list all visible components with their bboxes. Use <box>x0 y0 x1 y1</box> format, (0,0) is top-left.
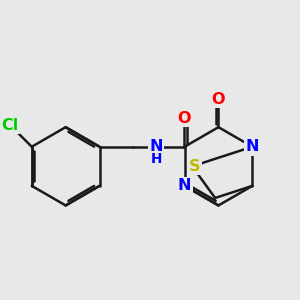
Text: Cl: Cl <box>2 118 19 133</box>
Text: O: O <box>178 111 191 126</box>
Text: H: H <box>151 152 162 166</box>
Text: N: N <box>178 178 191 194</box>
Text: O: O <box>212 92 225 106</box>
Text: S: S <box>189 159 201 174</box>
Text: N: N <box>149 139 163 154</box>
Text: N: N <box>246 139 259 154</box>
